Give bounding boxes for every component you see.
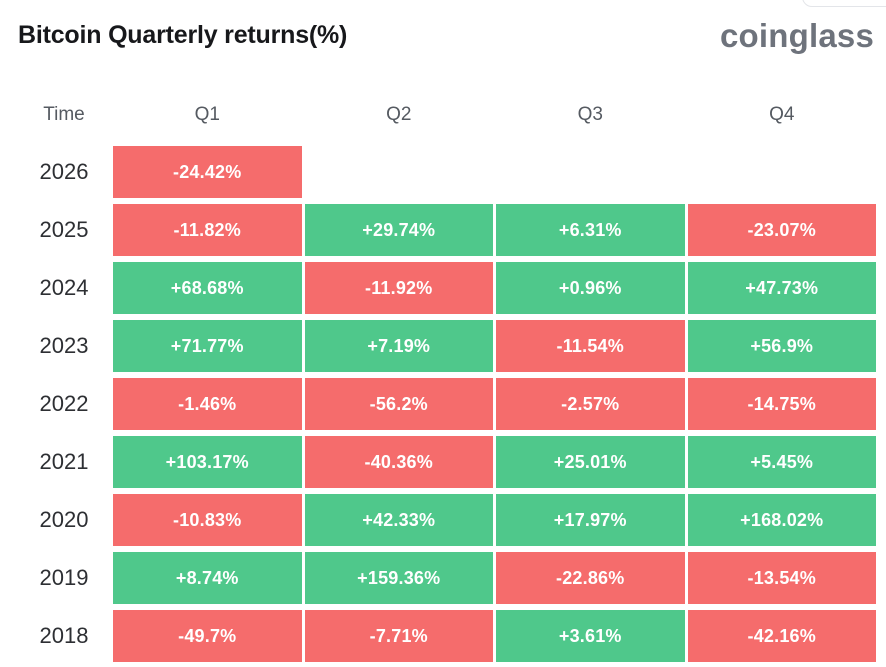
- year-label: 2022: [39, 391, 89, 416]
- return-cell: -11.92%: [304, 262, 493, 314]
- return-cell: -10.83%: [113, 494, 302, 546]
- return-cell: -40.36%: [304, 436, 493, 488]
- table-row: 2021 +103.17% -40.36% +25.01% +5.45%: [18, 436, 876, 488]
- column-header-q4: Q4: [769, 104, 795, 125]
- return-cell: -13.54%: [687, 552, 876, 604]
- return-cell: -42.16%: [687, 610, 876, 662]
- year-label: 2020: [39, 507, 89, 532]
- return-cell: +5.45%: [687, 436, 876, 488]
- return-cell: +29.74%: [304, 204, 493, 256]
- return-cell: -2.57%: [496, 378, 685, 430]
- empty-cell: [688, 146, 877, 198]
- empty-cell: [496, 146, 685, 198]
- return-cell: +17.97%: [496, 494, 685, 546]
- return-cell: -56.2%: [304, 378, 493, 430]
- column-header-q3: Q3: [577, 104, 603, 125]
- return-cell: +8.74%: [113, 552, 302, 604]
- year-label: 2023: [39, 333, 89, 358]
- return-cell: -14.75%: [687, 378, 876, 430]
- return-cell: -22.86%: [496, 552, 685, 604]
- year-label: 2019: [39, 565, 89, 590]
- return-cell: +6.31%: [496, 204, 685, 256]
- return-cell: +47.73%: [687, 262, 876, 314]
- return-cell: -49.7%: [113, 610, 302, 662]
- table-body: 2026 -24.42% 2025 -11.82% +29.74% +6.31% -23.0…: [18, 146, 876, 667]
- table-row: 2018 -49.7% -7.71% +3.61% -42.16%: [18, 610, 876, 662]
- column-header-q1: Q1: [194, 104, 220, 125]
- table-row: 2025 -11.82% +29.74% +6.31% -23.07%: [18, 204, 876, 256]
- return-cell: +3.61%: [496, 610, 685, 662]
- return-cell: -11.82%: [113, 204, 302, 256]
- year-label: 2024: [39, 275, 89, 300]
- quarterly-returns-table: Time Q1 Q2 Q3 Q4 2026 -24.42% 2025 -11.82% +29.7…: [18, 104, 876, 667]
- table-row: 2026 -24.42%: [18, 146, 876, 198]
- table-header-row: Time Q1 Q2 Q3 Q4: [18, 104, 876, 126]
- empty-cell: [305, 146, 494, 198]
- table-row: 2019 +8.74% +159.36% -22.86% -13.54%: [18, 552, 876, 604]
- table-row: 2024 +68.68% -11.92% +0.96% +47.73%: [18, 262, 876, 314]
- coinglass-logo: coinglass: [719, 17, 874, 54]
- return-cell: +0.96%: [496, 262, 685, 314]
- column-header-time: Time: [43, 104, 85, 125]
- year-label: 2021: [39, 449, 89, 474]
- return-cell: +103.17%: [113, 436, 302, 488]
- return-cell: +71.77%: [113, 320, 302, 372]
- partial-panel-corner: [802, 0, 886, 7]
- year-label: 2018: [39, 623, 89, 648]
- return-cell: -11.54%: [496, 320, 685, 372]
- table-row: 2020 -10.83% +42.33% +17.97% +168.02%: [18, 494, 876, 546]
- header: Bitcoin Quarterly returns(%) coinglass: [18, 17, 876, 54]
- return-cell: -7.71%: [304, 610, 493, 662]
- return-cell: +159.36%: [304, 552, 493, 604]
- return-cell: +7.19%: [304, 320, 493, 372]
- year-label: 2026: [39, 159, 89, 184]
- return-cell: +25.01%: [496, 436, 685, 488]
- return-cell: +68.68%: [113, 262, 302, 314]
- return-cell: -23.07%: [687, 204, 876, 256]
- table-row: 2023 +71.77% +7.19% -11.54% +56.9%: [18, 320, 876, 372]
- return-cell: +56.9%: [687, 320, 876, 372]
- return-cell: +168.02%: [687, 494, 876, 546]
- return-cell: +42.33%: [304, 494, 493, 546]
- return-cell: -1.46%: [113, 378, 302, 430]
- year-label: 2025: [39, 217, 89, 242]
- return-cell: -24.42%: [113, 146, 302, 198]
- table-row: 2022 -1.46% -56.2% -2.57% -14.75%: [18, 378, 876, 430]
- page-title: Bitcoin Quarterly returns(%): [18, 21, 348, 49]
- column-header-q2: Q2: [386, 104, 412, 125]
